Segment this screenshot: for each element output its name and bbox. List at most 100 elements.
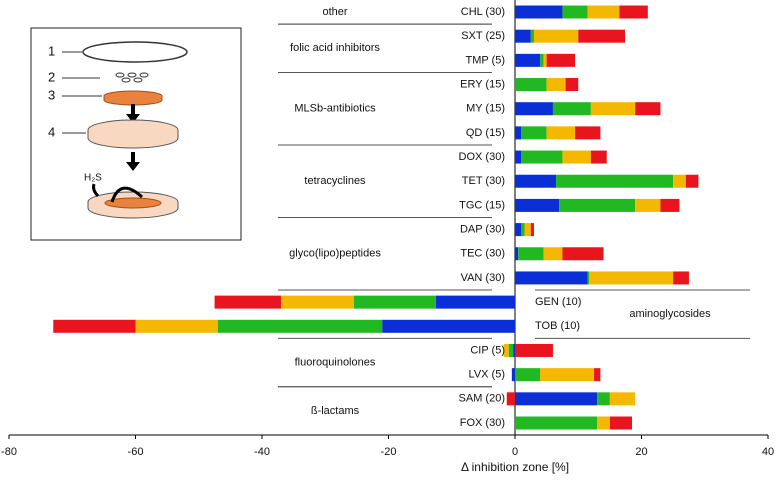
bar-segment [597, 416, 610, 430]
bar-segment [552, 102, 591, 116]
bar-segment [513, 343, 515, 357]
bar-segment [521, 150, 563, 164]
plate [87, 130, 179, 149]
category-label: DAP (30) [460, 223, 505, 235]
inset-diagram: 1 2 3 4 H₂S [30, 27, 242, 241]
category-label: TMP (5) [465, 54, 505, 66]
bar-segment [135, 319, 218, 333]
bar-segment [543, 247, 563, 261]
bar-segment [515, 198, 560, 212]
gas-label: H₂S [84, 173, 102, 184]
category-label: TOB (10) [535, 320, 580, 332]
inset-label: 1 [48, 43, 55, 58]
category-label: CHL (30) [461, 6, 505, 18]
bar-segment [635, 198, 661, 212]
bar-segment [562, 5, 588, 19]
disc [139, 72, 149, 78]
bar-segment [515, 78, 547, 92]
bar-segment [533, 29, 579, 43]
inset-label: 3 [48, 87, 55, 102]
x-tick-label: 0 [512, 446, 518, 458]
gas-arrow [110, 186, 144, 203]
x-tick-label: -60 [128, 446, 144, 458]
agar-layer [103, 96, 163, 106]
group-label: MLSb-antibiotics [294, 103, 376, 115]
category-label: VAN (30) [461, 272, 505, 284]
group-label: aminoglycosides [629, 308, 711, 320]
bar-segment [594, 368, 601, 382]
bar-segment [619, 5, 648, 19]
gas-arrow [92, 183, 100, 198]
bar-segment [280, 295, 354, 309]
group-label: glyco(lipo)peptides [289, 248, 381, 260]
bar-segment [518, 247, 544, 261]
bar-segment [515, 102, 553, 116]
bar-segment [587, 271, 590, 285]
bar-segment [530, 223, 534, 237]
bar-segment [515, 343, 553, 357]
bar-segment [515, 416, 598, 430]
disc [121, 77, 131, 83]
bar-segment [540, 53, 544, 67]
bar-segment [546, 126, 576, 140]
category-label: ERY (15) [460, 78, 505, 90]
category-label: SXT (25) [461, 30, 505, 42]
arrow [126, 162, 140, 171]
bar-segment [590, 102, 636, 116]
category-label: TEC (30) [460, 248, 505, 260]
disc [115, 72, 125, 78]
lid [82, 41, 188, 63]
bar-segment [590, 150, 607, 164]
bar-segment [515, 368, 541, 382]
bar-segment [673, 174, 686, 188]
x-tick-label: -80 [1, 446, 17, 458]
bar-segment [562, 150, 591, 164]
category-label: QD (15) [466, 127, 505, 139]
bar-segment [214, 295, 281, 309]
bar-segment [685, 174, 699, 188]
bar-segment [508, 343, 514, 357]
bar-segment [546, 78, 566, 92]
bar-segment [562, 247, 604, 261]
group-label: tetracyclines [304, 175, 366, 187]
bar-segment [382, 319, 515, 333]
bar-segment [515, 392, 598, 406]
bar-segment [515, 150, 522, 164]
bar-segment [540, 368, 595, 382]
agar-layer [104, 197, 162, 209]
category-label: MY (15) [466, 103, 505, 115]
category-label: CIP (5) [470, 344, 505, 356]
bar-segment [515, 126, 522, 140]
category-label: FOX (30) [460, 417, 505, 429]
bar-segment [353, 295, 436, 309]
x-tick-label: -40 [254, 446, 270, 458]
x-tick-label: -20 [381, 446, 397, 458]
bar-segment [587, 5, 620, 19]
x-tick-label: 40 [762, 446, 774, 458]
inset-label: 4 [48, 124, 55, 139]
bar-segment [575, 126, 601, 140]
bar-segment [609, 416, 633, 430]
bar-segment [503, 343, 509, 357]
bar-segment [559, 198, 636, 212]
disc [127, 72, 137, 78]
bar-segment [546, 53, 576, 67]
bar-segment [578, 29, 626, 43]
bar-segment [506, 392, 515, 406]
bar-segment [515, 5, 563, 19]
disc [133, 77, 143, 83]
bar-segment [515, 223, 522, 237]
bar-segment [635, 102, 661, 116]
category-label: TET (30) [462, 175, 505, 187]
bar-segment [543, 53, 547, 67]
category-label: GEN (10) [535, 296, 581, 308]
x-tick-label: 20 [635, 446, 647, 458]
bar-segment [435, 295, 515, 309]
bar-segment [515, 271, 588, 285]
bar-segment [609, 392, 636, 406]
category-label: DOX (30) [459, 151, 505, 163]
bar-segment [589, 271, 674, 285]
bar-segment [511, 368, 515, 382]
bar-segment [660, 198, 680, 212]
arrow [126, 114, 140, 123]
